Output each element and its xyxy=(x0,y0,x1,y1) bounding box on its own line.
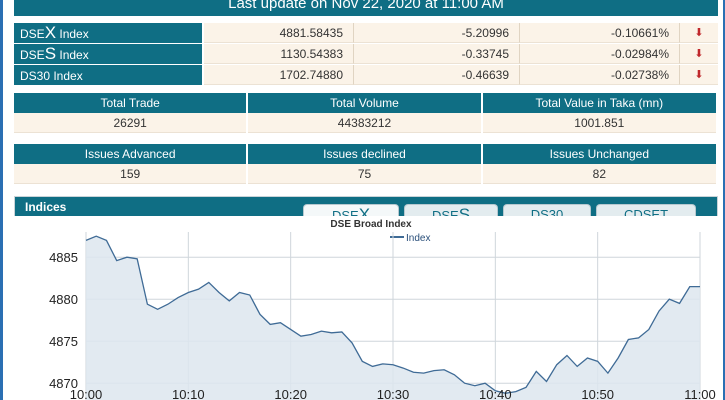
dse-broad-index-chart: DSE Broad Index Index 4870 4875 4880 4885 1… xyxy=(14,216,718,400)
series-area xyxy=(86,236,700,400)
chart-title: DSE Broad Index xyxy=(330,219,412,230)
chart-legend: Index xyxy=(390,233,430,244)
index-row-ds30[interactable]: DS30 Index 1702.74880 -0.46639 -0.02738%… xyxy=(14,65,718,85)
index-change: -0.33745 xyxy=(354,44,520,64)
x-tick-label: 10:50 xyxy=(581,387,614,400)
right-border xyxy=(723,0,725,400)
x-axis-ticks: 10:00 10:10 10:20 10:30 10:40 10:50 11:00 xyxy=(70,387,716,400)
chart-series xyxy=(85,235,700,400)
total-volume-value: 44383212 xyxy=(248,113,481,133)
issues-unchanged-value: 82 xyxy=(482,164,716,184)
y-tick-label: 4870 xyxy=(49,376,78,391)
index-percent: -0.10661% xyxy=(520,23,680,43)
index-value: 1130.54383 xyxy=(204,44,354,64)
index-name: DS30 Index xyxy=(14,65,204,85)
total-volume-header: Total Volume xyxy=(248,93,481,113)
x-tick-label: 10:40 xyxy=(479,387,512,400)
index-name: DSES Index xyxy=(14,44,204,64)
index-value: 4881.58435 xyxy=(204,23,354,43)
total-value-header: Total Value in Taka (mn) xyxy=(482,93,716,113)
index-change: -0.46639 xyxy=(354,65,520,85)
total-trade-value: 26291 xyxy=(14,113,247,133)
series-line xyxy=(85,235,700,394)
issues-declined-value: 75 xyxy=(248,164,481,184)
y-tick-label: 4880 xyxy=(49,292,78,307)
issues-unchanged-header: Issues Unchanged xyxy=(482,144,716,164)
y-tick-label: 4875 xyxy=(49,334,78,349)
total-value-value: 1001.851 xyxy=(482,113,716,133)
x-tick-label: 10:30 xyxy=(377,387,410,400)
total-trade-header: Total Trade xyxy=(14,93,247,113)
legend-label: Index xyxy=(406,233,430,244)
index-value: 1702.74880 xyxy=(204,65,354,85)
double-chevron-down-icon: ⬇ xyxy=(680,65,718,85)
index-name: DSEX Index xyxy=(14,23,204,43)
index-change: -5.20996 xyxy=(354,23,520,43)
trade-summary-table: Total Trade Total Volume Total Value in … xyxy=(14,93,718,133)
issues-advanced-value: 159 xyxy=(14,164,247,184)
issues-advanced-header: Issues Advanced xyxy=(14,144,247,164)
x-tick-label: 10:20 xyxy=(274,387,307,400)
last-update-bar: Last update on Nov 22, 2020 at 11:00 AM xyxy=(14,0,718,16)
index-percent: -0.02984% xyxy=(520,44,680,64)
x-tick-label: 10:00 xyxy=(70,387,103,400)
double-chevron-down-icon: ⬇ xyxy=(680,44,718,64)
index-row-dsex[interactable]: DSEX Index 4881.58435 -5.20996 -0.10661%… xyxy=(14,23,718,43)
x-tick-label: 10:10 xyxy=(172,387,205,400)
x-tick-label: 11:00 xyxy=(684,387,716,400)
index-percent: -0.02738% xyxy=(520,65,680,85)
index-row-dses[interactable]: DSES Index 1130.54383 -0.33745 -0.02984%… xyxy=(14,44,718,64)
last-update-text: Last update on Nov 22, 2020 at 11:00 AM xyxy=(228,0,504,12)
issues-declined-header: Issues declined xyxy=(248,144,481,164)
double-chevron-down-icon: ⬇ xyxy=(680,23,718,43)
left-border xyxy=(0,0,3,400)
y-tick-label: 4885 xyxy=(49,250,78,265)
y-axis-ticks: 4870 4875 4880 4885 xyxy=(49,250,78,391)
issues-summary-table: Issues Advanced Issues declined Issues U… xyxy=(14,144,718,184)
